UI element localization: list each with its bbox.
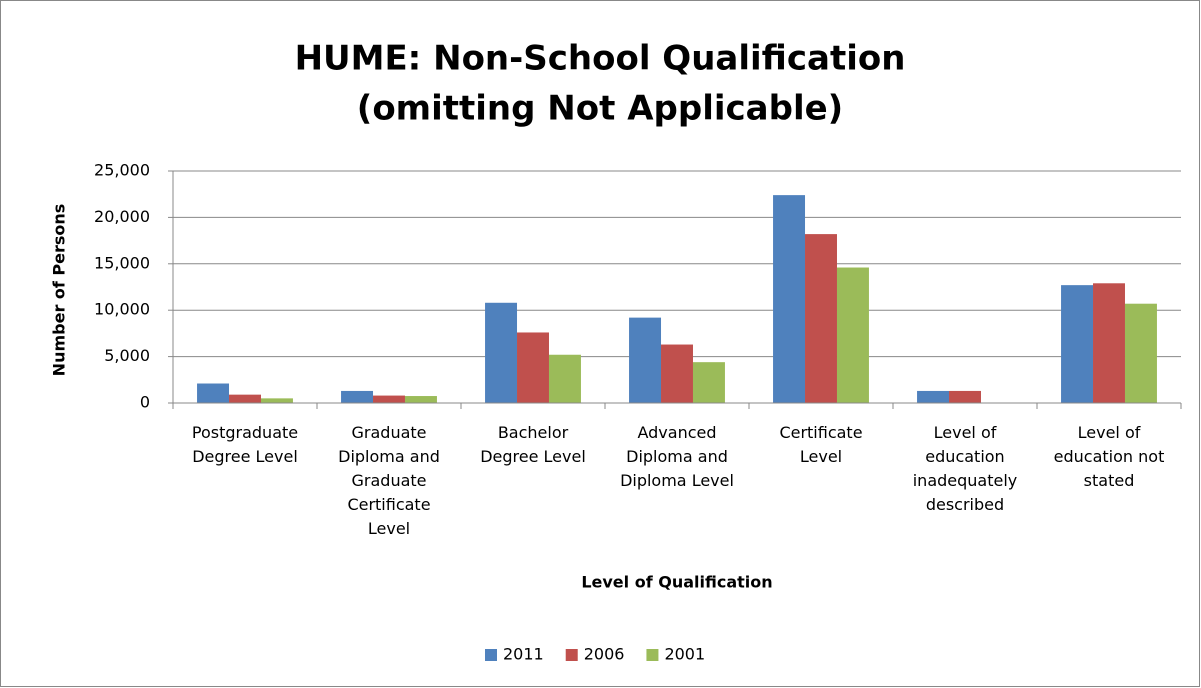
bar	[1093, 283, 1125, 403]
bar	[773, 195, 806, 403]
x-tick-label-box: Certificate Level	[779, 423, 863, 466]
legend-swatch	[565, 649, 578, 661]
y-tick-label: 25,000	[94, 161, 150, 180]
bar	[629, 317, 662, 403]
x-axis-title: Level of Qualification	[581, 573, 772, 592]
x-tick-label: Bachelor Degree Level	[480, 423, 586, 466]
bar	[517, 332, 549, 403]
x-tick-label-box: Level of education not stated	[1053, 423, 1165, 490]
bar	[692, 362, 725, 403]
chart-title: (omitting Not Applicable)	[357, 89, 843, 129]
bar	[485, 302, 518, 403]
chart-title: HUME: Non-School Qualification	[295, 39, 906, 79]
legend-swatch	[485, 649, 497, 661]
bar	[341, 390, 374, 403]
x-tick-label: Advanced Diploma and Diploma Level	[620, 423, 734, 490]
x-tick-label-box: Postgraduate Degree Level	[191, 423, 299, 466]
bar	[917, 390, 950, 403]
legend-swatch	[646, 649, 659, 661]
bar	[949, 390, 981, 403]
y-tick-label: 5,000	[104, 346, 150, 365]
x-tick-label: Certificate Level	[779, 423, 863, 466]
bar	[1061, 285, 1094, 403]
bar	[548, 354, 581, 403]
x-tick-label: Graduate Diploma and Graduate Certificat…	[338, 423, 440, 538]
bar	[836, 267, 869, 403]
y-tick-label: 15,000	[94, 253, 150, 272]
y-axis-title: Number of Persons	[50, 204, 69, 377]
bar	[260, 398, 293, 403]
bar	[805, 234, 837, 403]
bar	[229, 394, 261, 403]
legend-label: 2011	[503, 645, 544, 664]
y-tick-label: 10,000	[94, 300, 150, 319]
x-tick-label: Postgraduate Degree Level	[191, 423, 299, 466]
x-tick-label: Level of education not stated	[1053, 423, 1165, 490]
bar	[404, 396, 437, 403]
bar	[1124, 303, 1157, 403]
x-tick-label-box: Level of education inadequately describe…	[912, 423, 1018, 514]
bar	[661, 344, 693, 403]
y-tick-label: 20,000	[94, 207, 150, 226]
legend-label: 2006	[584, 645, 625, 664]
legend-label: 2001	[664, 645, 705, 664]
x-tick-label: Level of education inadequately describe…	[912, 423, 1018, 514]
y-tick-label: 0	[140, 393, 150, 412]
bar	[197, 383, 230, 403]
bar	[373, 395, 405, 403]
x-tick-label-box: Graduate Diploma and Graduate Certificat…	[338, 423, 440, 538]
x-tick-label-box: Advanced Diploma and Diploma Level	[620, 423, 734, 490]
x-tick-label-box: Bachelor Degree Level	[480, 423, 586, 466]
